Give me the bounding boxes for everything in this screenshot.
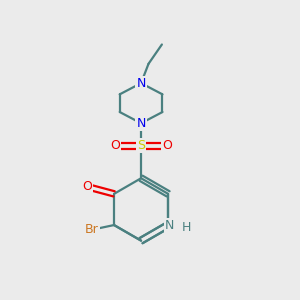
Text: S: S <box>137 139 145 152</box>
Text: O: O <box>162 139 172 152</box>
Text: Br: Br <box>85 223 99 236</box>
Text: O: O <box>82 180 92 193</box>
Text: N: N <box>136 76 146 90</box>
Text: O: O <box>110 139 120 152</box>
Text: N: N <box>136 117 146 130</box>
Text: H: H <box>182 221 191 234</box>
Text: N: N <box>165 218 174 232</box>
